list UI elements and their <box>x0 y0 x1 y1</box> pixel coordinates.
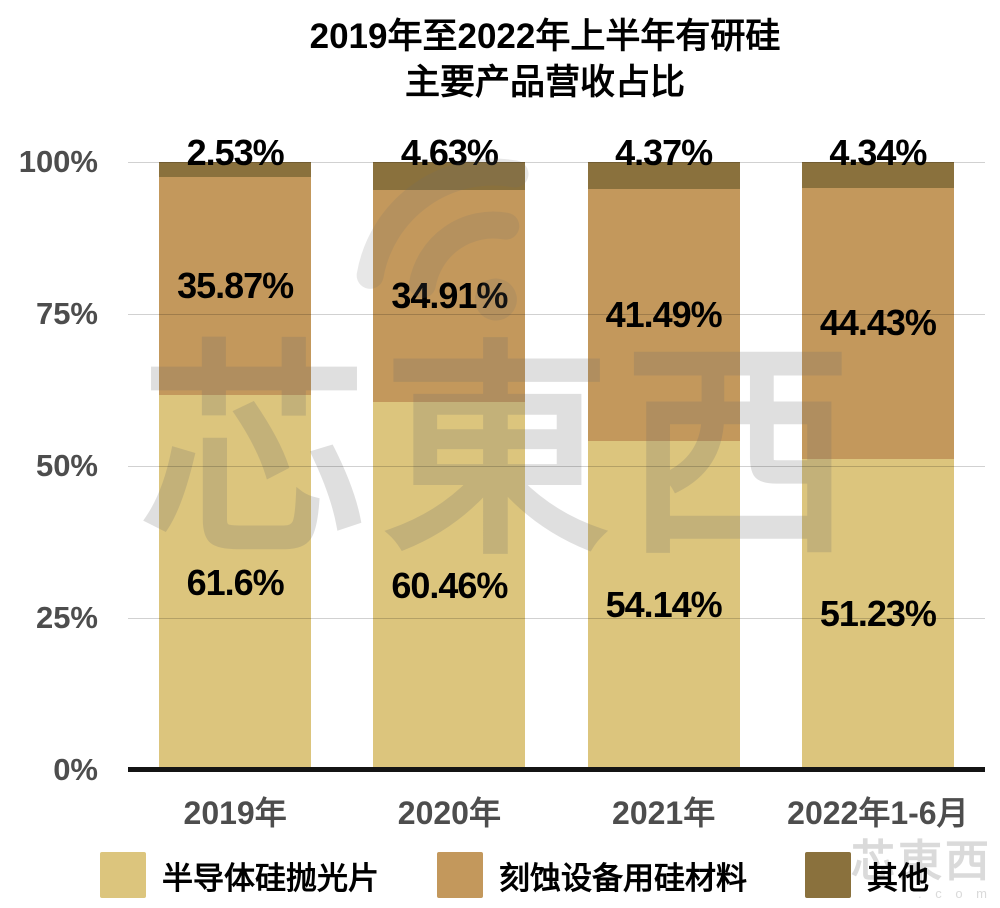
plot-area: 2.53% 35.87% 61.6% 4.63% 34.91% 60.46% 4.37% 41… <box>128 132 985 772</box>
bar-column-2022年1-6月: 4.34% 44.43% 51.23% <box>771 132 985 770</box>
y-tick-25: 25% <box>35 600 98 635</box>
data-label-其他: 4.63% <box>400 132 499 173</box>
bars-row: 2.53% 35.87% 61.6% 4.63% 34.91% 60.46% 4.37% 41… <box>128 132 985 770</box>
bar-segment-其他 <box>587 162 740 189</box>
stacked-bar: 4.37% 41.49% 54.14% <box>587 132 740 770</box>
bar-segment-刻蚀设备用硅材料: 44.43% <box>801 188 954 459</box>
bar-segment-半导体硅抛光片: 51.23% <box>801 458 954 770</box>
bar-segment-其他 <box>373 162 526 191</box>
y-tick-75: 75% <box>35 296 98 331</box>
stacked-bar: 4.34% 44.43% 51.23% <box>801 132 954 770</box>
bar-segment-半导体硅抛光片: 54.14% <box>587 440 740 770</box>
x-axis-labels: 2019年 2020年 2021年 2022年1-6月 <box>128 788 985 834</box>
legend-swatch-icon <box>805 852 851 898</box>
data-label-刻蚀设备用硅材料: 44.43% <box>819 302 937 344</box>
legend-label: 其他 <box>867 860 929 896</box>
chart-title-line2: 主要产品营收占比 <box>404 63 685 102</box>
y-tick-50: 50% <box>35 448 98 483</box>
bar-segment-刻蚀设备用硅材料: 34.91% <box>373 190 526 403</box>
bar-segment-刻蚀设备用硅材料: 41.49% <box>587 188 740 441</box>
legend-swatch-icon <box>100 852 146 898</box>
x-tick-2019年: 2019年 <box>183 795 287 831</box>
legend: 半导体硅抛光片 刻蚀设备用硅材料 其他 <box>100 852 980 898</box>
chart-title: 2019年至2022年上半年有研硅 主要产品营收占比 <box>90 14 1000 106</box>
data-label-其他: 2.53% <box>186 132 285 173</box>
bar-segment-刻蚀设备用硅材料: 35.87% <box>159 177 312 396</box>
data-label-其他: 4.37% <box>615 132 713 173</box>
bar-column-2019年: 2.53% 35.87% 61.6% <box>128 132 342 770</box>
legend-label: 刻蚀设备用硅材料 <box>499 860 747 896</box>
bar-column-2020年: 4.63% 34.91% 60.46% <box>342 132 556 770</box>
data-label-其他: 4.34% <box>829 132 927 173</box>
legend-item-其他: 其他 <box>805 852 929 898</box>
stacked-bar: 4.63% 34.91% 60.46% <box>373 132 526 770</box>
data-label-刻蚀设备用硅材料: 35.87% <box>177 265 294 307</box>
data-label-半导体硅抛光片: 60.46% <box>391 565 508 607</box>
bar-segment-半导体硅抛光片: 60.46% <box>373 402 526 770</box>
legend-swatch-icon <box>437 852 483 898</box>
chart-title-line1: 2019年至2022年上半年有研硅 <box>309 17 781 56</box>
data-label-刻蚀设备用硅材料: 41.49% <box>605 293 723 335</box>
data-label-刻蚀设备用硅材料: 34.91% <box>391 275 508 317</box>
legend-item-半导体硅抛光片: 半导体硅抛光片 <box>100 852 379 898</box>
bar-segment-其他 <box>801 162 954 189</box>
data-label-半导体硅抛光片: 61.6% <box>186 561 285 603</box>
y-tick-100: 100% <box>18 144 98 179</box>
data-label-半导体硅抛光片: 54.14% <box>605 584 723 626</box>
stacked-bar: 2.53% 35.87% 61.6% <box>159 132 312 770</box>
x-tick-2021年: 2021年 <box>612 795 716 831</box>
legend-label: 半导体硅抛光片 <box>162 860 379 896</box>
bar-segment-其他 <box>159 162 312 178</box>
bar-column-2021年: 4.37% 41.49% 54.14% <box>557 132 771 770</box>
x-tick-2020年: 2020年 <box>397 795 501 831</box>
y-tick-0: 0% <box>53 752 98 787</box>
legend-item-刻蚀设备用硅材料: 刻蚀设备用硅材料 <box>437 852 747 898</box>
data-label-半导体硅抛光片: 51.23% <box>819 593 937 635</box>
bar-segment-半导体硅抛光片: 61.6% <box>159 395 312 770</box>
x-tick-2022年1-6月: 2022年1-6月 <box>787 795 969 831</box>
